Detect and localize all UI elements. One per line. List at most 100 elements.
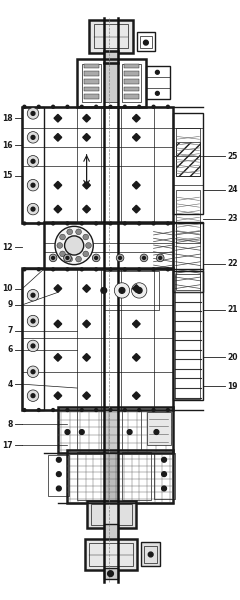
Circle shape [156,254,164,262]
Circle shape [80,222,83,225]
Bar [84,79,99,84]
Circle shape [27,366,39,377]
Polygon shape [132,134,140,141]
Circle shape [55,226,93,265]
Circle shape [95,268,98,271]
Polygon shape [83,392,90,400]
Bar [173,113,203,214]
Text: 9: 9 [8,300,13,309]
Bar [104,524,118,541]
Text: 6: 6 [8,345,13,354]
Bar [175,128,200,176]
Polygon shape [83,181,90,189]
Bar [175,223,200,290]
Bar [175,190,200,242]
Circle shape [119,256,121,259]
Bar [173,271,203,400]
Circle shape [37,222,40,225]
Polygon shape [83,353,90,361]
Bar [137,32,155,51]
Circle shape [119,287,125,293]
Bar [48,455,69,496]
Bar [104,452,118,500]
Circle shape [27,316,39,327]
Polygon shape [54,392,62,400]
Circle shape [52,106,54,108]
Text: 12: 12 [2,243,13,252]
Circle shape [116,254,124,262]
Circle shape [60,234,65,240]
Bar [87,501,136,528]
Circle shape [152,222,155,225]
Text: 20: 20 [227,353,238,362]
Polygon shape [132,181,140,189]
Circle shape [31,136,35,139]
Circle shape [76,256,81,262]
Circle shape [65,236,84,255]
Circle shape [162,457,167,462]
Text: 16: 16 [2,140,13,149]
Circle shape [27,131,39,143]
Text: 7: 7 [7,326,13,335]
Polygon shape [83,134,90,141]
Bar [104,64,118,102]
Circle shape [95,222,98,225]
Circle shape [60,251,65,257]
Bar [124,64,139,68]
Circle shape [56,457,61,462]
Circle shape [67,256,72,262]
Circle shape [108,571,113,577]
Polygon shape [83,205,90,213]
Polygon shape [132,205,140,213]
Polygon shape [132,115,140,122]
Circle shape [65,430,70,434]
Circle shape [154,430,159,434]
Polygon shape [54,284,62,292]
Circle shape [80,409,83,412]
Bar [141,542,160,566]
Text: 23: 23 [227,214,238,223]
Circle shape [109,268,112,271]
Circle shape [23,268,26,271]
Circle shape [109,222,112,225]
Bar [174,274,200,398]
Text: 18: 18 [2,114,13,123]
Circle shape [66,222,69,225]
Circle shape [152,268,155,271]
Bar [175,142,200,176]
Circle shape [56,486,61,491]
Bar [90,543,132,566]
Circle shape [80,268,83,271]
Text: 4: 4 [8,380,13,389]
Bar [124,79,139,84]
Circle shape [27,289,39,301]
Bar [77,452,106,500]
Circle shape [123,106,126,108]
Circle shape [37,409,40,412]
Polygon shape [132,320,140,328]
Polygon shape [132,392,140,400]
Bar [122,410,141,450]
Circle shape [144,40,148,45]
Circle shape [167,222,169,225]
Polygon shape [54,353,62,361]
Circle shape [80,106,83,108]
Circle shape [95,409,98,412]
Circle shape [159,256,162,259]
Circle shape [66,409,69,412]
Circle shape [132,283,147,298]
Circle shape [143,256,145,259]
Circle shape [52,222,54,225]
Circle shape [27,390,39,401]
Circle shape [138,222,141,225]
Circle shape [127,430,132,434]
Bar [91,504,132,525]
Polygon shape [132,284,140,292]
Circle shape [31,370,35,374]
Circle shape [79,430,84,434]
Circle shape [92,254,100,262]
Bar [84,86,99,91]
Circle shape [140,254,148,262]
Circle shape [123,222,126,225]
Circle shape [95,106,98,108]
